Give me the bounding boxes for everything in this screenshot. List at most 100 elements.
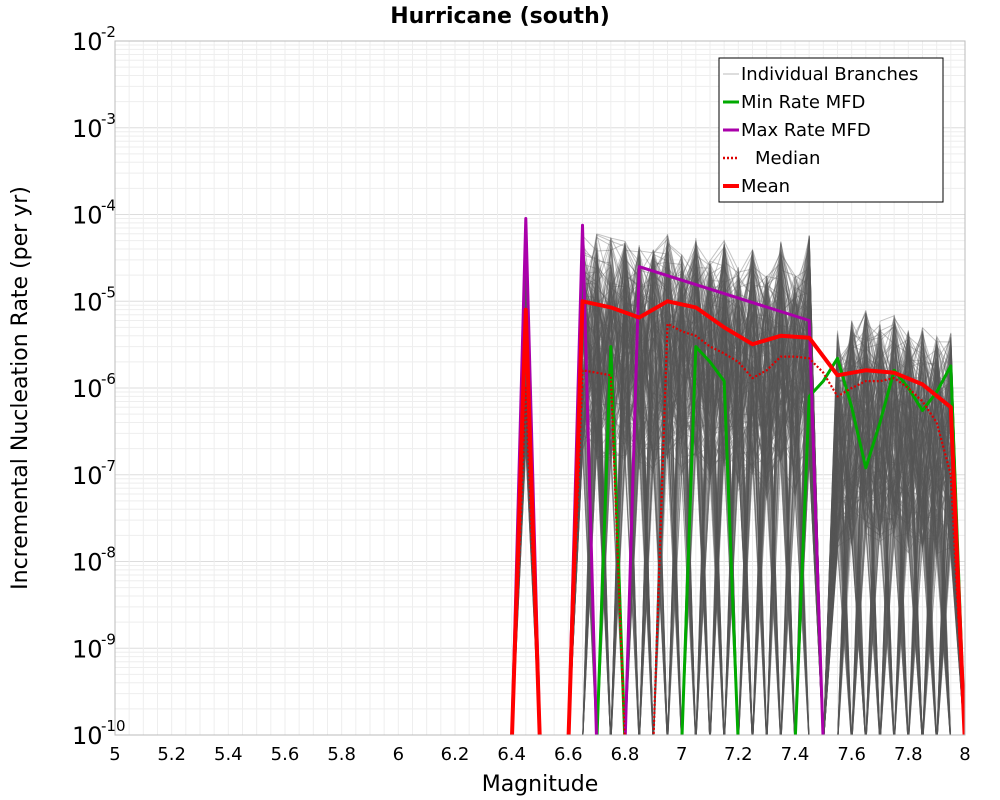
branch-line: [568, 253, 965, 735]
branch-line: [511, 233, 965, 735]
x-tick-label: 7.4: [781, 744, 810, 765]
branch-line: [511, 254, 951, 735]
y-tick-base: 10: [72, 115, 103, 143]
branch-line: [511, 262, 965, 735]
branch-line: [511, 240, 965, 735]
legend-label: Median: [755, 148, 820, 169]
branch-line: [511, 254, 965, 735]
branch-line: [568, 276, 965, 735]
branch-line: [511, 264, 965, 735]
branch-line: [511, 237, 965, 735]
y-tick-exponent: -9: [101, 630, 116, 648]
branch-line: [582, 268, 951, 735]
branch-line: [511, 252, 965, 735]
branch-line: [568, 252, 965, 735]
branch-line: [511, 244, 965, 735]
branch-line: [568, 259, 965, 735]
branch-line: [511, 242, 965, 735]
branch-line: [511, 243, 965, 735]
branch-line: [511, 247, 965, 735]
branch-line: [511, 232, 965, 735]
y-tick-label: 10-3: [72, 110, 116, 143]
branch-line: [511, 241, 965, 735]
y-tick-label: 10-10: [72, 717, 126, 750]
x-tick-label: 6.2: [441, 744, 470, 765]
branch-line: [511, 236, 965, 735]
branch-line: [568, 243, 965, 735]
branch-line: [568, 272, 965, 735]
series-mean: [510, 299, 965, 735]
branch-line: [511, 278, 965, 735]
x-axis-ticks: 5 5.2 5.4 5.6 5.8 6 6.2 6.4 6.6 6.8 7 7.2 7.4 7.6 7.8 8: [109, 744, 970, 765]
branch-line: [511, 263, 965, 735]
series-min-rate-mfd: [595, 345, 965, 735]
legend-label: Individual Branches: [741, 64, 918, 85]
branch-line: [511, 272, 965, 735]
branch-line: [511, 235, 965, 735]
branch-line: [511, 264, 965, 735]
legend-box: [718, 57, 944, 203]
branch-line: [511, 299, 965, 735]
branch-line: [511, 227, 965, 735]
y-tick-label: 10-9: [72, 630, 116, 663]
branch-line: [511, 251, 965, 735]
branch-line: [511, 259, 951, 735]
branch-line: [568, 266, 965, 735]
branch-line: [582, 284, 965, 735]
branch-line: [511, 254, 965, 735]
branch-line: [511, 262, 965, 735]
y-tick-base: 10: [72, 549, 103, 577]
branch-line: [511, 276, 965, 735]
x-tick-label: 5.6: [271, 744, 300, 765]
y-tick-exponent: -4: [101, 197, 116, 215]
x-tick-label: 7.2: [724, 744, 753, 765]
branch-line: [511, 263, 965, 735]
branch-line: [511, 250, 965, 735]
branch-line: [511, 243, 965, 735]
branch-line: [511, 275, 951, 735]
branch-line: [568, 266, 965, 735]
branch-line: [568, 284, 965, 735]
branch-line: [511, 271, 965, 735]
branch-line: [511, 244, 965, 735]
branch-line: [511, 249, 965, 735]
branch-line: [511, 246, 965, 735]
branch-line: [511, 265, 965, 735]
legend-item: Individual Branches: [723, 64, 918, 85]
branch-line: [511, 239, 965, 735]
branch-line: [511, 233, 965, 735]
branch-line: [511, 236, 951, 735]
branch-line: [511, 234, 951, 735]
branch-line: [511, 282, 965, 735]
branch-line: [511, 244, 965, 735]
branch-line: [511, 257, 965, 735]
x-tick-label: 7.8: [894, 744, 923, 765]
branch-line: [511, 247, 965, 735]
branch-line: [568, 243, 965, 735]
y-axis-label: Incremental Nucleation Rate (per yr): [8, 186, 33, 590]
y-tick-exponent: -8: [101, 544, 116, 562]
branch-line: [511, 245, 965, 735]
branch-line: [511, 253, 909, 735]
branch-line: [511, 241, 965, 735]
branch-line: [568, 264, 965, 735]
branch-line: [511, 224, 965, 735]
branch-line: [511, 255, 951, 735]
branch-line: [511, 284, 965, 735]
y-tick-exponent: -7: [101, 457, 116, 475]
legend-label: Mean: [741, 176, 790, 197]
y-tick-label: 10-6: [72, 370, 116, 403]
x-tick-label: 6.8: [611, 744, 640, 765]
branch-line: [511, 260, 951, 735]
branch-line: [511, 260, 965, 735]
branch-line: [511, 232, 965, 735]
branch-line: [511, 238, 965, 735]
legend-item: Mean: [723, 176, 790, 197]
branch-line: [511, 270, 951, 735]
branch-line: [511, 238, 965, 735]
branch-line: [511, 241, 965, 735]
branch-line: [511, 260, 965, 735]
branch-line: [568, 243, 951, 735]
legend-item: Min Rate MFD: [723, 92, 865, 113]
